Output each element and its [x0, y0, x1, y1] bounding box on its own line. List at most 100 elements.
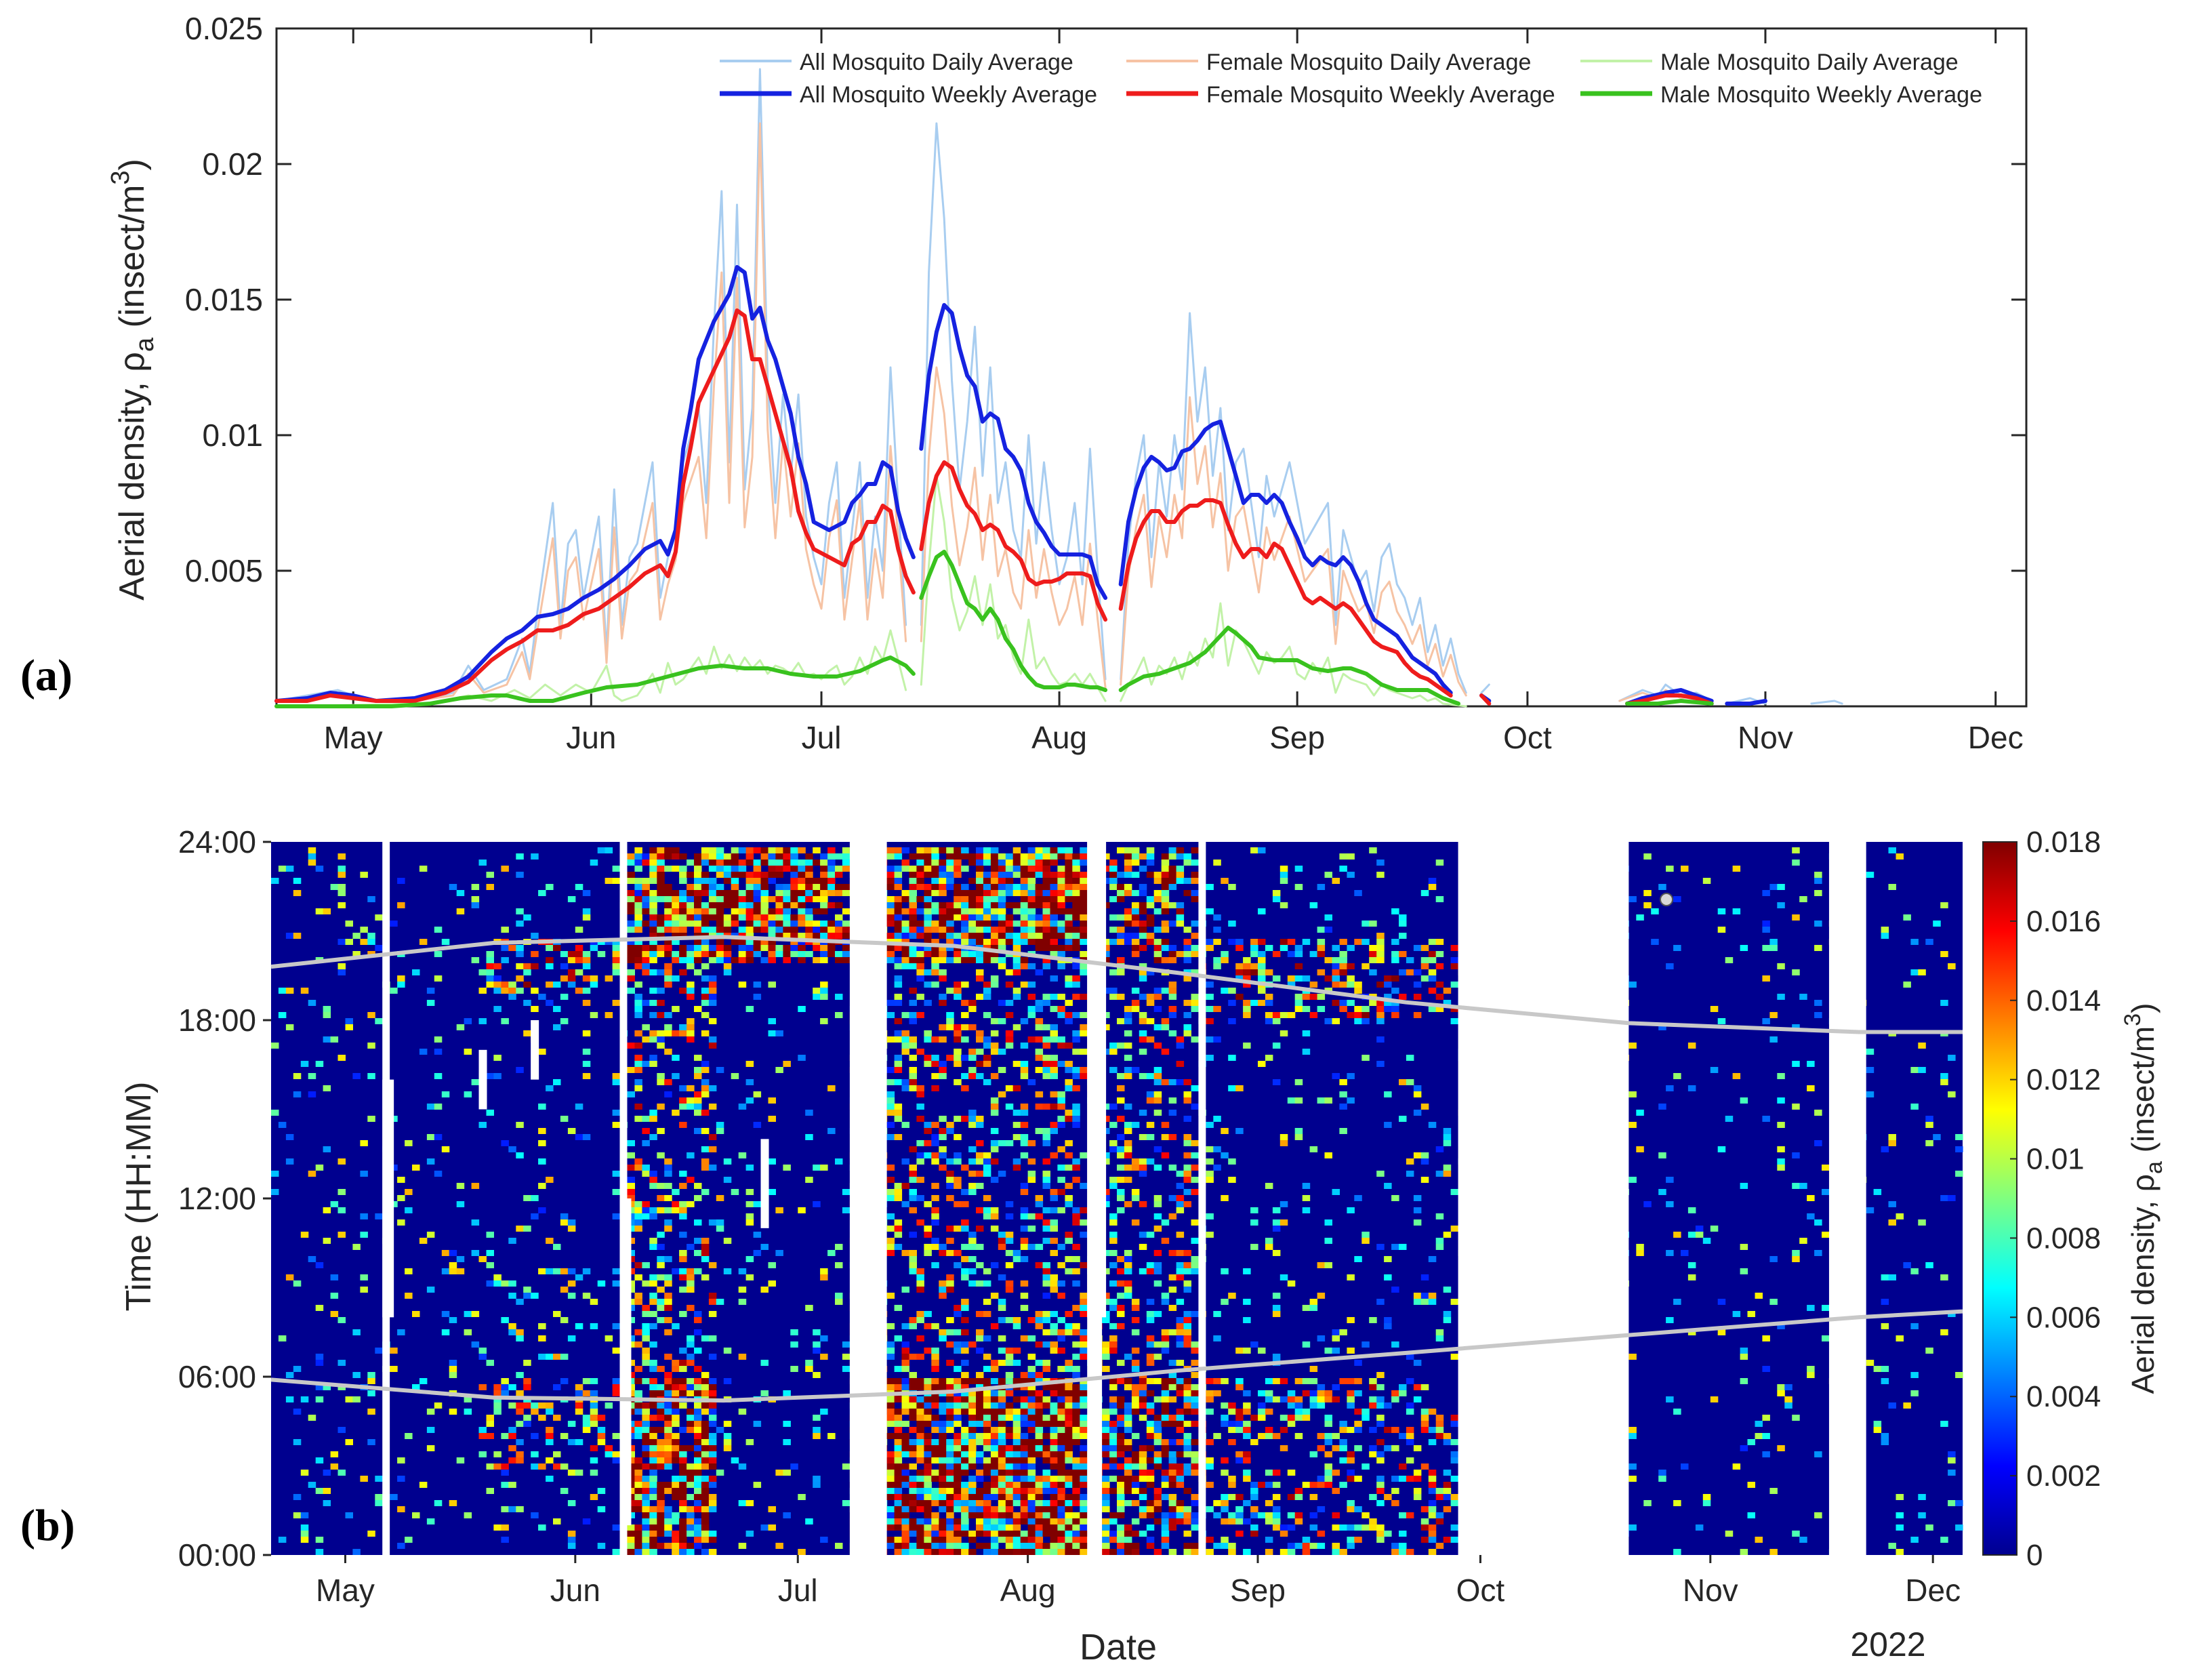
- heatmap-cell: [1191, 1512, 1199, 1518]
- heatmap-cell: [998, 1506, 1006, 1512]
- heatmap-cell: [753, 860, 762, 866]
- heatmap-cell: [649, 1360, 657, 1366]
- heatmap-cell: [731, 957, 739, 963]
- heatmap-cell: [998, 1000, 1006, 1006]
- heatmap-cell: [894, 866, 903, 872]
- heatmap-cell: [1042, 1384, 1050, 1390]
- heatmap-cell: [931, 1122, 939, 1128]
- heatmap-cell: [1050, 1036, 1058, 1043]
- heatmap-cell: [687, 1104, 695, 1110]
- heatmap-cell: [998, 1067, 1006, 1073]
- heatmap-cell: [679, 1482, 687, 1488]
- heatmap-cell: [790, 884, 798, 890]
- heatmap-cell: [1168, 1524, 1177, 1531]
- heatmap-cell: [560, 1463, 569, 1470]
- heatmap-cell: [1102, 1317, 1110, 1323]
- heatmap-cell: [1035, 902, 1044, 908]
- heatmap-cell: [1020, 1152, 1029, 1158]
- heatmap-cell: [1020, 921, 1029, 927]
- heatmap-cell: [886, 1463, 895, 1470]
- panel-a-ytick-label: 0.025: [185, 11, 263, 46]
- heatmap-cell: [939, 921, 947, 927]
- heatmap-cell: [731, 939, 739, 945]
- heatmap-cell: [954, 908, 962, 914]
- heatmap-cell: [939, 1470, 947, 1476]
- heatmap-cell: [745, 951, 754, 957]
- heatmap-cell: [1080, 1293, 1088, 1299]
- heatmap-cell: [924, 1226, 932, 1232]
- heatmap-cell: [894, 872, 903, 878]
- heatmap-cell: [939, 969, 947, 975]
- heatmap-cell: [1042, 908, 1050, 914]
- heatmap-cell: [634, 1524, 642, 1531]
- heatmap-cell: [664, 1305, 672, 1311]
- heatmap-cell: [397, 902, 405, 908]
- heatmap-cell: [783, 914, 791, 921]
- heatmap-cell: [1153, 1451, 1162, 1457]
- heatmap-cell: [1005, 878, 1014, 884]
- heatmap-cell: [798, 914, 806, 921]
- heatmap-cell: [1080, 1232, 1088, 1238]
- heatmap-cell: [1124, 1152, 1132, 1158]
- heatmap-cell: [1065, 939, 1073, 945]
- heatmap-cell: [954, 853, 962, 860]
- heatmap-cell: [954, 1024, 962, 1030]
- heatmap-cell: [1131, 890, 1140, 896]
- heatmap-cell: [337, 902, 346, 908]
- heatmap-cell: [553, 1451, 561, 1457]
- heatmap-cell: [612, 1122, 621, 1128]
- heatmap-cell: [634, 1506, 642, 1512]
- heatmap-cell: [842, 853, 851, 860]
- heatmap-cell: [687, 1494, 695, 1500]
- heatmap-cell: [1213, 957, 1221, 963]
- heatmap-cell: [798, 884, 806, 890]
- heatmap-cell: [1168, 1097, 1177, 1104]
- heatmap-cell: [1035, 1439, 1044, 1445]
- heatmap-cell: [1161, 1329, 1170, 1335]
- heatmap-cell: [1109, 1341, 1118, 1348]
- heatmap-cell: [886, 1341, 895, 1348]
- heatmap-cell: [886, 1421, 895, 1427]
- heatmap-cell: [738, 908, 747, 914]
- heatmap-cell: [775, 1250, 783, 1256]
- heatmap-cell: [939, 1482, 947, 1488]
- heatmap-cell: [731, 853, 739, 860]
- heatmap-cell: [1065, 1439, 1073, 1445]
- heatmap-cell: [1183, 1152, 1191, 1158]
- heatmap-cell: [1176, 1335, 1185, 1341]
- heatmap-cell: [968, 1067, 977, 1073]
- heatmap-cell: [1258, 1415, 1266, 1421]
- heatmap-cell: [1206, 1158, 1214, 1165]
- heatmap-cell: [1228, 1409, 1236, 1415]
- heatmap-cell: [701, 1091, 710, 1097]
- heatmap-cell: [820, 933, 828, 939]
- heatmap-cell: [990, 1512, 999, 1518]
- heatmap-cell: [1057, 921, 1065, 927]
- heatmap-cell: [983, 1335, 991, 1341]
- heatmap-cell: [909, 1409, 917, 1415]
- heatmap-cell: [352, 933, 361, 939]
- heatmap-cell: [968, 1238, 977, 1244]
- heatmap-cell: [894, 1445, 903, 1451]
- heatmap-cell: [708, 1433, 717, 1439]
- heatmap-cell: [1109, 1421, 1118, 1427]
- heatmap-cell: [998, 1091, 1006, 1097]
- heatmap-cell: [464, 1409, 472, 1415]
- heatmap-cell: [998, 1305, 1006, 1311]
- heatmap-cell: [983, 921, 991, 927]
- heatmap-cell: [1042, 1024, 1050, 1030]
- heatmap-cell: [1139, 1390, 1147, 1396]
- heatmap-cell: [1153, 878, 1162, 884]
- heatmap-cell: [1213, 927, 1221, 933]
- heatmap-cell: [1080, 933, 1088, 939]
- heatmap-cell: [627, 878, 635, 884]
- heatmap-cell: [783, 866, 791, 872]
- heatmap-cell: [983, 1299, 991, 1305]
- heatmap-cell: [775, 921, 783, 927]
- heatmap-cell: [679, 1024, 687, 1030]
- heatmap-cell: [768, 853, 776, 860]
- heatmap-cell: [1109, 1250, 1118, 1256]
- heatmap-cell: [1005, 1085, 1014, 1091]
- heatmap-cell: [961, 1500, 969, 1506]
- heatmap-cell: [1131, 1006, 1140, 1012]
